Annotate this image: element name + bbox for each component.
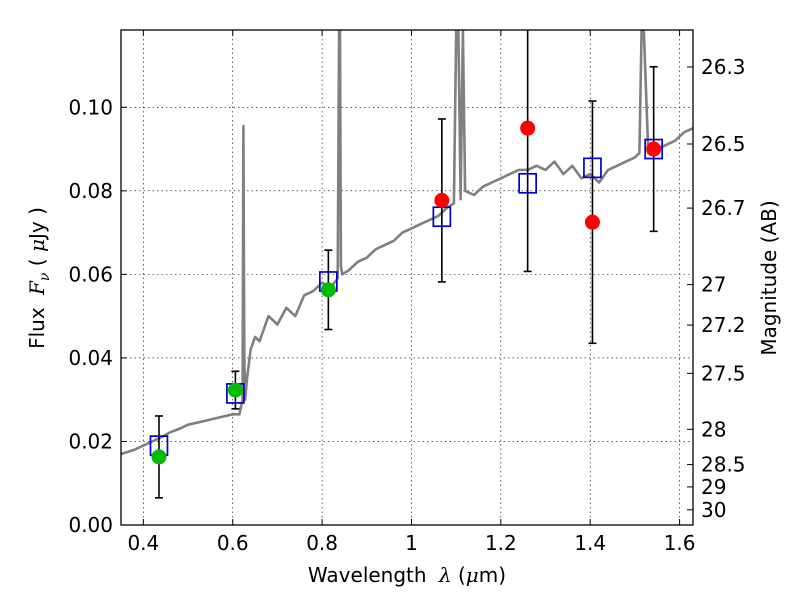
x-tick-label: 0.4 [127,531,159,555]
x-tick-label: 1 [405,531,418,555]
magnitude-tick-label: 26.5 [701,132,746,156]
x-tick-label: 0.6 [217,531,249,555]
magnitude-tick-label: 30 [701,498,726,522]
model-box [518,172,538,194]
x-axis-label: Wavelength λ (μm) [308,563,506,587]
x-tick-label: 0.8 [306,531,338,555]
x-tick-label: 1.2 [485,531,517,555]
magnitude-tick-label: 27 [701,273,726,297]
magnitude-tick-label: 27.2 [701,313,746,337]
y-tick-label: 0.10 [68,95,113,119]
x-tick-label: 1.6 [664,531,696,555]
magnitude-axis-label: Magnitude (AB) [757,200,781,355]
model-box [583,157,602,179]
y-tick-label: 0.06 [68,262,113,286]
photometry-point [520,120,536,136]
y-axis-label: Flux Fν ( μJy ) [25,207,53,349]
photometry-point [151,449,167,465]
magnitude-tick-label: 28.5 [701,453,746,477]
x-tick-label: 1.4 [574,531,606,555]
plot-area [121,30,693,525]
y-tick-label: 0.04 [68,346,113,370]
magnitude-tick-label: 29 [701,475,726,499]
magnitude-tick-label: 26.7 [701,196,746,220]
magnitude-tick-label: 28 [701,417,726,441]
magnitude-tick-label: 26.3 [701,55,746,79]
y-ticks: 0.00 0.02 0.04 0.06 0.08 0.10 [68,95,127,537]
photometry-point [646,141,662,157]
sed-model-line [121,30,693,456]
photometry-point [434,192,450,208]
photometry-points-layer [151,120,662,465]
plot-frame [120,29,694,526]
x-ticks: 0.4 0.6 0.8 1 1.2 1.4 1.6 [127,30,696,555]
photometry-point [227,382,243,398]
photometry-point [584,214,600,230]
grid [121,30,693,526]
sed-curve-layer [121,30,693,456]
y-tick-label: 0.00 [68,513,113,537]
y-tick-label: 0.02 [68,429,113,453]
model-box [644,138,664,160]
magnitude-tick-label: 27.5 [701,361,746,385]
photometry-point [320,282,336,298]
y-tick-label: 0.08 [68,179,113,203]
